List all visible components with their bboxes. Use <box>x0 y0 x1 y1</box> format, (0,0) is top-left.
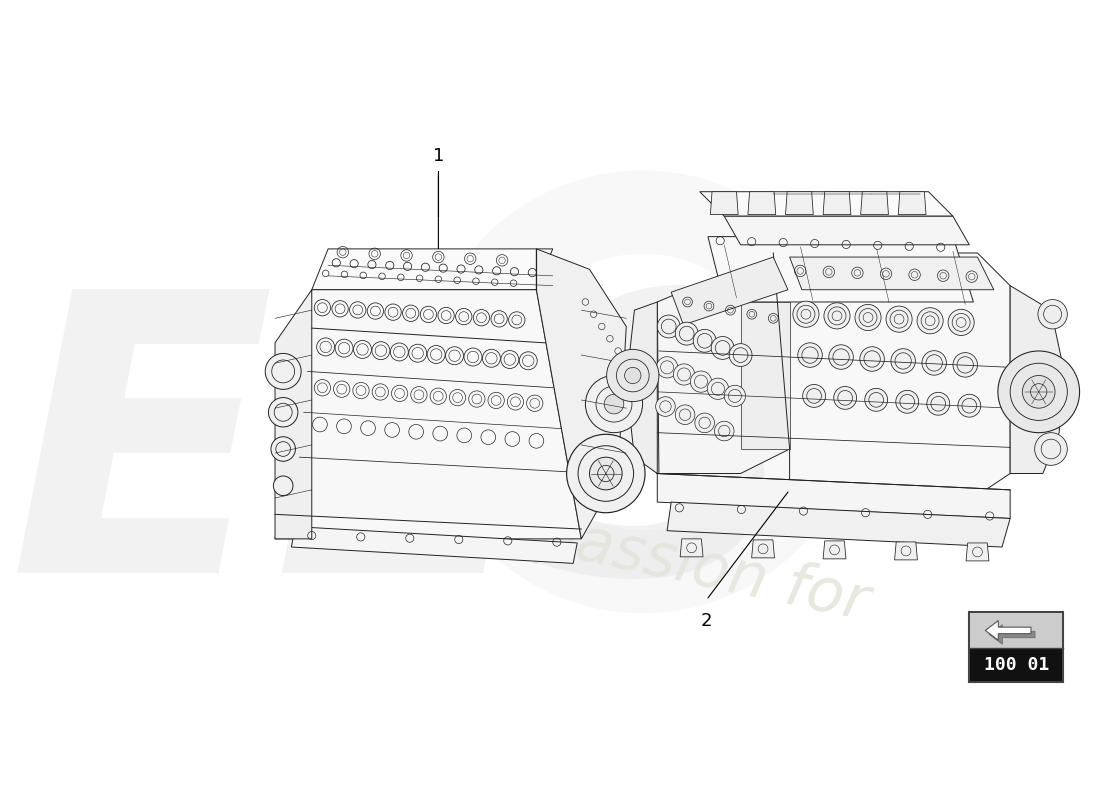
Bar <box>969 612 1064 682</box>
Polygon shape <box>292 526 578 563</box>
Circle shape <box>948 310 975 335</box>
Circle shape <box>657 357 678 378</box>
Text: 100 01: 100 01 <box>983 656 1049 674</box>
Circle shape <box>855 305 881 330</box>
Polygon shape <box>899 192 926 214</box>
Circle shape <box>860 346 884 371</box>
Circle shape <box>604 394 624 414</box>
Polygon shape <box>700 192 953 216</box>
Polygon shape <box>537 249 626 539</box>
Polygon shape <box>626 302 658 474</box>
Polygon shape <box>711 192 738 214</box>
Circle shape <box>675 322 698 345</box>
Circle shape <box>793 301 820 327</box>
Bar <box>970 613 1063 650</box>
Bar <box>970 649 1063 681</box>
Circle shape <box>834 386 857 410</box>
Circle shape <box>865 389 888 411</box>
Circle shape <box>271 437 296 462</box>
Polygon shape <box>823 192 851 214</box>
Circle shape <box>803 385 825 407</box>
Circle shape <box>998 351 1079 433</box>
Text: 1: 1 <box>432 146 444 165</box>
Circle shape <box>729 344 752 366</box>
Circle shape <box>606 350 659 402</box>
Circle shape <box>824 302 850 329</box>
Circle shape <box>886 306 912 332</box>
Circle shape <box>927 392 949 415</box>
Circle shape <box>673 364 695 385</box>
Circle shape <box>625 367 641 384</box>
Polygon shape <box>748 192 775 214</box>
Text: a passion for: a passion for <box>476 494 873 633</box>
Circle shape <box>274 476 293 495</box>
Polygon shape <box>658 474 1010 518</box>
Circle shape <box>715 422 734 441</box>
Circle shape <box>895 390 918 414</box>
Circle shape <box>656 397 675 416</box>
Polygon shape <box>724 216 969 245</box>
Circle shape <box>891 349 915 374</box>
Circle shape <box>712 337 734 359</box>
Text: 085: 085 <box>776 302 983 399</box>
Circle shape <box>958 394 981 417</box>
Polygon shape <box>986 621 1031 640</box>
Polygon shape <box>671 257 788 325</box>
Polygon shape <box>823 541 846 559</box>
Circle shape <box>675 405 695 425</box>
Polygon shape <box>785 192 813 214</box>
Polygon shape <box>708 237 974 302</box>
Circle shape <box>953 353 978 377</box>
Polygon shape <box>773 253 1010 490</box>
Polygon shape <box>790 257 993 290</box>
Circle shape <box>1038 299 1067 329</box>
Polygon shape <box>989 625 1035 644</box>
Polygon shape <box>1010 286 1064 474</box>
Polygon shape <box>894 542 917 560</box>
Circle shape <box>691 371 712 392</box>
Polygon shape <box>860 192 889 214</box>
Polygon shape <box>275 290 581 539</box>
Polygon shape <box>740 302 790 449</box>
Circle shape <box>590 457 623 490</box>
Polygon shape <box>658 253 790 474</box>
Circle shape <box>566 434 645 513</box>
Text: ELS: ELS <box>9 277 803 654</box>
Polygon shape <box>275 290 311 539</box>
Circle shape <box>658 315 680 338</box>
Circle shape <box>798 343 823 367</box>
Circle shape <box>917 308 943 334</box>
Circle shape <box>724 386 746 406</box>
Circle shape <box>707 378 728 399</box>
Circle shape <box>693 330 716 352</box>
Polygon shape <box>680 539 703 557</box>
Circle shape <box>1022 375 1055 408</box>
Circle shape <box>268 398 298 427</box>
Circle shape <box>922 350 946 375</box>
Circle shape <box>828 345 854 370</box>
Circle shape <box>1035 433 1067 466</box>
Circle shape <box>585 375 642 433</box>
Circle shape <box>265 354 301 390</box>
Polygon shape <box>751 540 774 558</box>
Polygon shape <box>667 502 1010 547</box>
Text: 2: 2 <box>701 612 712 630</box>
Circle shape <box>695 413 715 433</box>
Polygon shape <box>311 249 552 290</box>
Polygon shape <box>966 543 989 561</box>
